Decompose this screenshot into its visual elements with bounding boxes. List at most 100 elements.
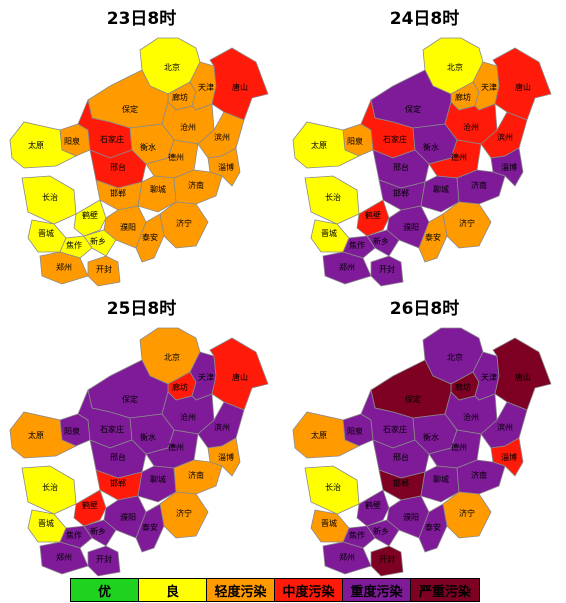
region-25 <box>370 255 404 287</box>
region-label: 阳泉 <box>64 136 80 146</box>
panel-title: 25日8时 <box>106 299 177 319</box>
region-label: 聊城 <box>150 475 166 484</box>
region-label: 濮阳 <box>403 222 419 232</box>
region-label: 滨州 <box>214 422 230 432</box>
region-label: 济南 <box>471 470 487 480</box>
region-label: 邯郸 <box>393 478 409 488</box>
region-label: 鹤壁 <box>82 500 98 510</box>
region-label: 石家庄 <box>383 134 407 144</box>
region-label: 太原 <box>311 430 327 440</box>
region-label: 太原 <box>28 140 44 150</box>
region-label: 济宁 <box>176 508 192 518</box>
region-label: 衡水 <box>423 142 439 152</box>
region-label: 廊坊 <box>172 382 188 392</box>
region-label: 唐山 <box>232 372 248 382</box>
region-label: 北京 <box>447 352 463 362</box>
region-20 <box>83 229 117 257</box>
region-label: 沧州 <box>180 412 196 422</box>
region-label: 沧州 <box>463 412 479 422</box>
legend-item-moderate: 中度污染 <box>275 579 343 601</box>
region-label: 泰安 <box>142 232 158 242</box>
region-21 <box>356 199 390 237</box>
region-label: 天津 <box>481 82 497 92</box>
region-label: 焦作 <box>349 240 365 250</box>
region-label: 北京 <box>164 62 180 72</box>
region-label: 太原 <box>311 140 327 150</box>
region-25 <box>87 255 121 287</box>
map-panel: 北京 廊坊 天津 唐山 保定 沧州 阳泉 石家庄 衡水 太原 邢台 德州 滨州 淄博 长治 邯郸 聊城 济南 晋城焦… <box>0 0 283 290</box>
region-25 <box>370 545 404 577</box>
region-label: 开封 <box>379 264 395 274</box>
panel-title: 24日8时 <box>389 9 460 29</box>
region-label: 廊坊 <box>172 92 188 102</box>
region-label: 保定 <box>405 394 421 404</box>
region-23 <box>442 201 492 249</box>
region-label: 开封 <box>96 264 112 274</box>
region-label: 济南 <box>188 180 204 190</box>
region-20 <box>366 519 400 547</box>
region-label: 焦作 <box>66 240 82 250</box>
region-23 <box>442 491 492 539</box>
region-label: 濮阳 <box>403 512 419 522</box>
region-label: 天津 <box>481 372 497 382</box>
region-label: 德州 <box>168 152 184 162</box>
region-label: 长治 <box>325 192 341 202</box>
region-label: 泰安 <box>142 522 158 532</box>
region-label: 沧州 <box>180 122 196 132</box>
region-label: 邢台 <box>110 452 126 462</box>
region-label: 聊城 <box>433 185 449 194</box>
region-20 <box>366 229 400 257</box>
region-label: 鹤壁 <box>82 210 98 220</box>
map-panel: 北京 廊坊 天津 唐山 保定 沧州 阳泉 石家庄 衡水 太原 邢台 德州 滨州 淄博 长治 邯郸 聊城 济南 晋城焦… <box>283 290 566 580</box>
region-label: 阳泉 <box>347 136 363 146</box>
region-label: 焦作 <box>349 530 365 540</box>
region-label: 长治 <box>325 482 341 492</box>
region-label: 天津 <box>198 372 214 382</box>
region-20 <box>83 519 117 547</box>
region-label: 滨州 <box>214 132 230 142</box>
region-9 <box>292 121 360 169</box>
region-label: 唐山 <box>232 82 248 92</box>
region-label: 北京 <box>447 62 463 72</box>
region-label: 唐山 <box>515 372 531 382</box>
region-26 <box>418 213 448 263</box>
region-label: 晋城 <box>38 229 54 238</box>
region-label: 衡水 <box>140 432 156 442</box>
legend: 优良轻度污染 中度污染 重度污染 严重污染 <box>70 578 480 602</box>
region-label: 济南 <box>471 180 487 190</box>
region-label: 沧州 <box>463 122 479 132</box>
region-label: 鹤壁 <box>365 500 381 510</box>
region-label: 淄博 <box>501 162 517 172</box>
region-label: 衡水 <box>423 432 439 442</box>
region-9 <box>9 411 77 459</box>
region-21 <box>73 489 107 527</box>
region-label: 廊坊 <box>455 382 471 392</box>
region-label: 长治 <box>42 192 58 202</box>
region-26 <box>418 503 448 553</box>
region-label: 邯郸 <box>393 188 409 198</box>
region-label: 德州 <box>451 442 467 452</box>
region-label: 濮阳 <box>120 222 136 232</box>
legend-item-severe: 严重污染 <box>411 579 479 601</box>
region-label: 长治 <box>42 482 58 492</box>
region-label: 衡水 <box>140 142 156 152</box>
region-23 <box>159 491 209 539</box>
region-23 <box>159 201 209 249</box>
region-label: 郑州 <box>339 552 355 562</box>
region-label: 新乡 <box>373 236 389 246</box>
region-label: 郑州 <box>56 262 72 272</box>
region-label: 晋城 <box>38 519 54 528</box>
region-label: 泰安 <box>425 522 441 532</box>
region-label: 聊城 <box>433 475 449 484</box>
region-label: 济南 <box>188 470 204 480</box>
region-25 <box>87 545 121 577</box>
region-label: 滨州 <box>497 422 513 432</box>
region-label: 济宁 <box>459 218 475 228</box>
map-panel: 北京 廊坊 天津 唐山 保定 沧州 阳泉 石家庄 衡水 太原 邢台 德州 滨州 淄博 长治 邯郸 聊城 济南 晋城焦… <box>283 0 566 290</box>
region-label: 鹤壁 <box>365 210 381 220</box>
region-label: 滨州 <box>497 132 513 142</box>
region-label: 郑州 <box>56 552 72 562</box>
region-26 <box>135 503 165 553</box>
region-label: 邢台 <box>393 162 409 172</box>
